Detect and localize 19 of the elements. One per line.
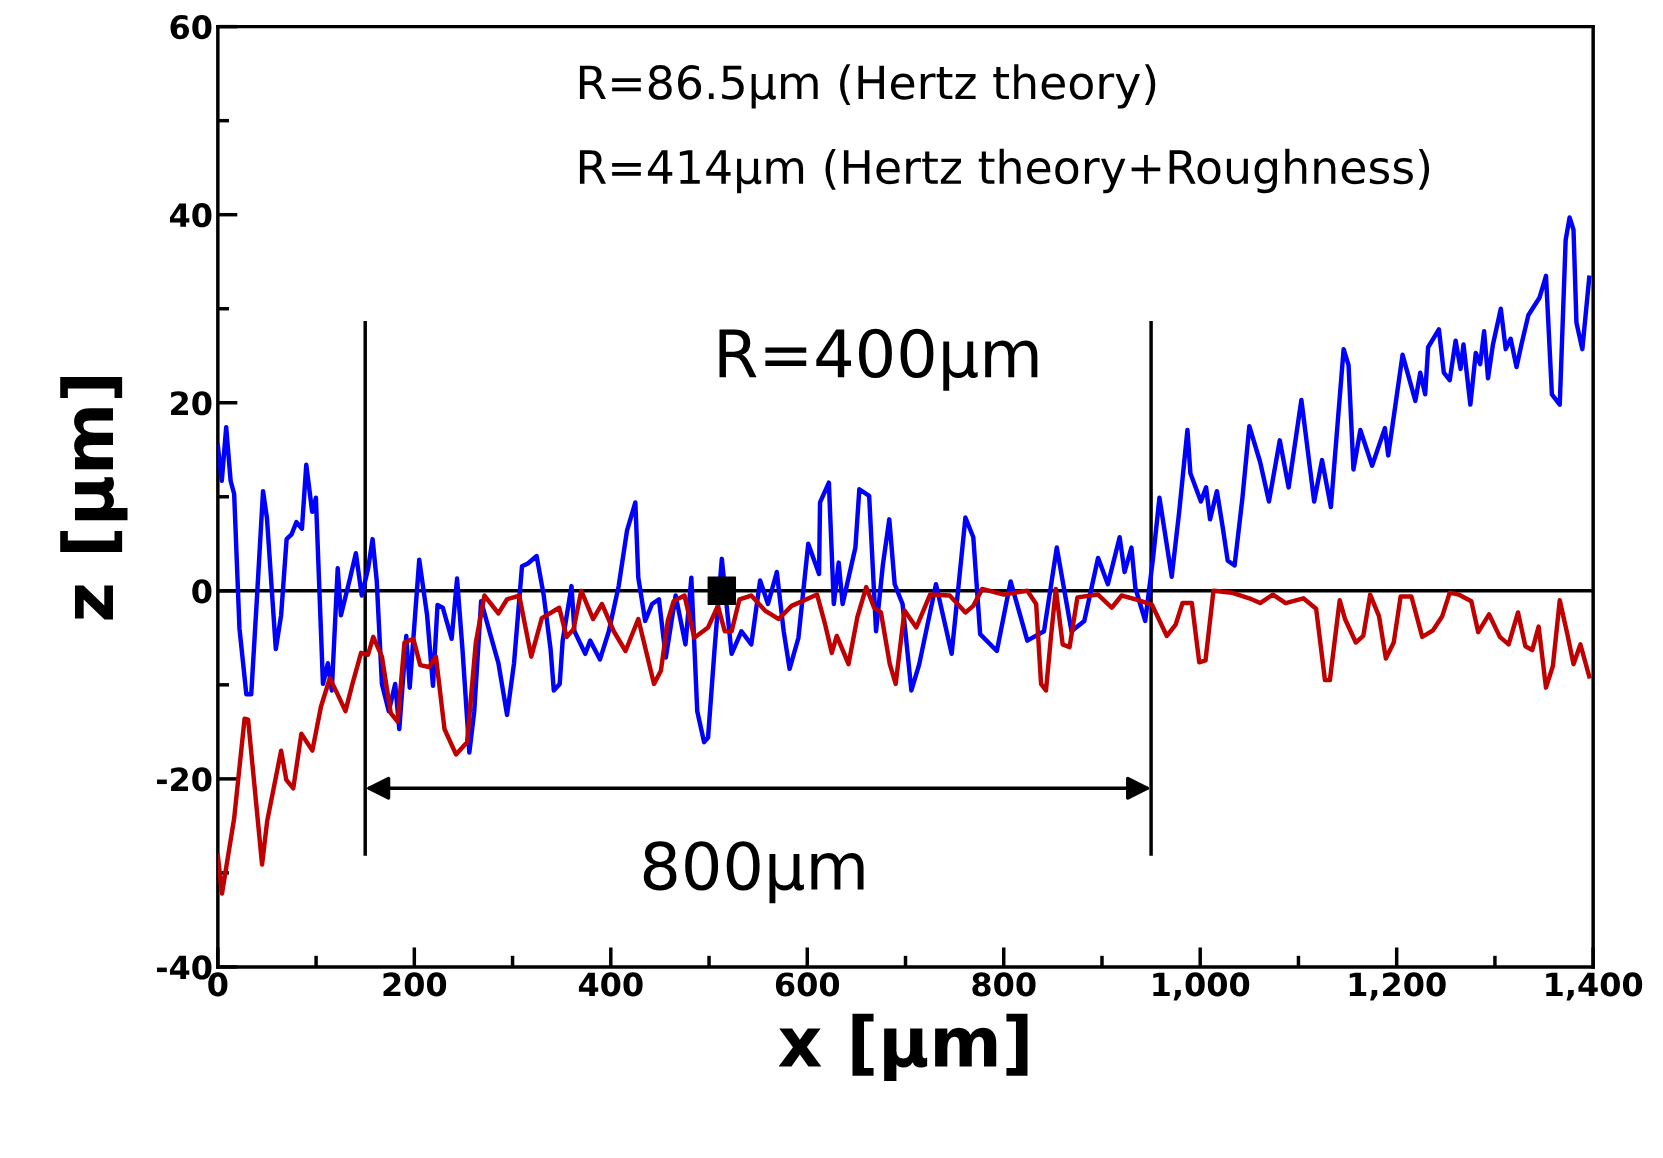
x-tick-label: 400 — [578, 972, 643, 997]
y-tick-label: 0 — [192, 579, 212, 604]
annotation: R=400µm — [719, 328, 1038, 391]
x-tick-label: 800 — [972, 972, 1036, 997]
y-axis-title: z [µm] — [60, 376, 128, 620]
x-tick-label: 1,400 — [1546, 972, 1643, 1001]
y-tick-label: 40 — [169, 203, 212, 228]
line-series — [217, 215, 1592, 755]
y-tick-label: 60 — [170, 15, 212, 40]
x-tick-label: 1,000 — [1153, 972, 1250, 1001]
x-axis-title: x [µm] — [778, 1013, 1028, 1082]
annotation: 800µm — [643, 841, 864, 904]
y-tick-label: 20 — [171, 391, 212, 416]
x-tick-label: 200 — [383, 972, 447, 997]
y-tick-label: -20 — [157, 767, 212, 792]
x-tick-label: 1,200 — [1349, 972, 1446, 1001]
x-tick-label: 600 — [775, 972, 840, 997]
annotation: R=414µm (Hertz theory+Roughness) — [579, 148, 1430, 194]
annotation: R=86.5µm (Hertz theory) — [579, 64, 1156, 109]
